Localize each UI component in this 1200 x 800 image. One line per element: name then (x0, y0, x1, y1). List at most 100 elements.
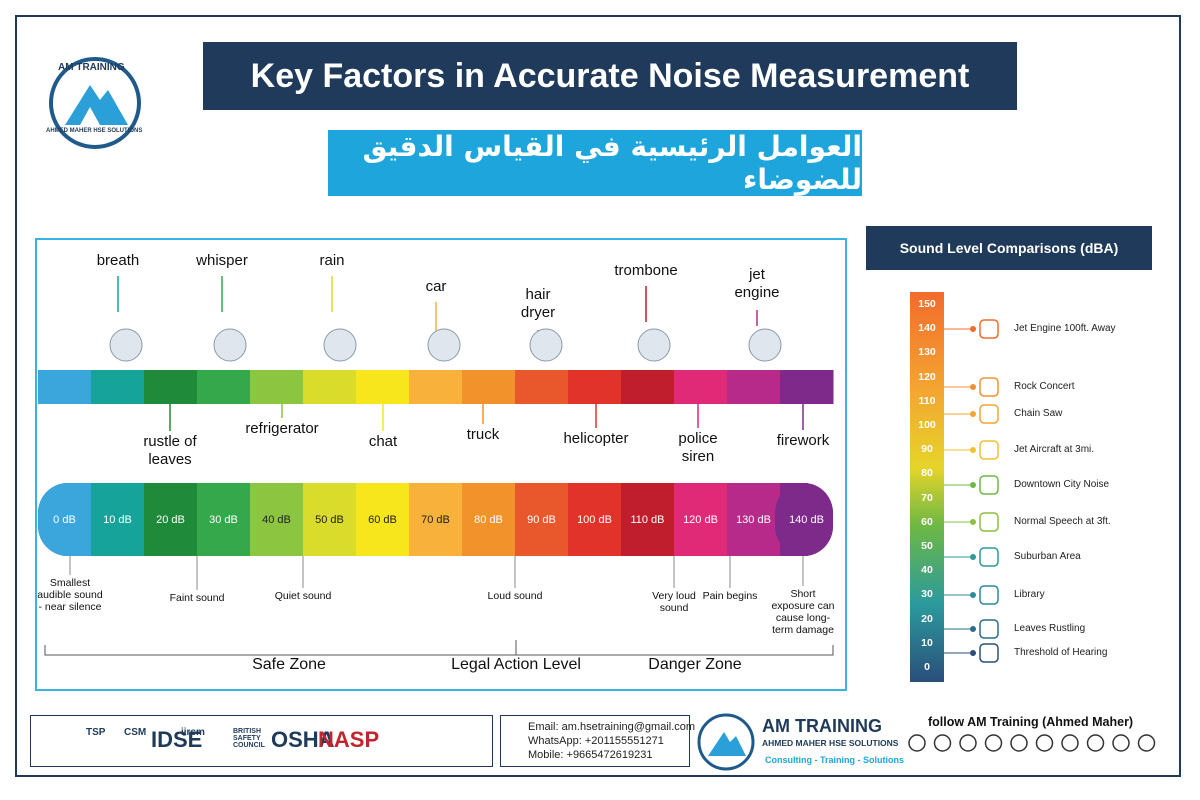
title: Key Factors in Accurate Noise Measuremen… (203, 42, 1017, 110)
level-description: Loud sound (487, 590, 543, 602)
source-icon (529, 328, 563, 362)
bottom-source-label: chat (368, 433, 398, 450)
footer-brand: AM TRAINING (762, 716, 882, 736)
level-label: 130 dB (736, 514, 771, 526)
comparison-graphics (910, 292, 999, 682)
level-label: 40 dB (262, 514, 291, 526)
scale-tick: 80 (921, 467, 933, 480)
contact-box (500, 715, 690, 767)
bottom-source-label: firework (776, 432, 830, 449)
top-source-label: car (425, 278, 447, 295)
item-dot (970, 626, 976, 632)
social-icon[interactable] (1112, 734, 1130, 752)
level-gradient (910, 292, 944, 682)
level-description: Short exposure can cause long-term damag… (771, 588, 835, 636)
top-source-label: breath (96, 252, 140, 269)
color-segment (303, 370, 357, 404)
item-dot (970, 519, 976, 525)
level-description: Smallest audible sound - near silence (37, 577, 103, 613)
comparison-item: Suburban Area (1014, 551, 1081, 562)
brand-name: AM TRAINING (58, 62, 125, 73)
color-segment (727, 370, 781, 404)
whatsapp: WhatsApp: +201155551271 (528, 735, 664, 747)
mobile: Mobile: +9665472619231 (528, 749, 653, 761)
social-icon[interactable] (1061, 734, 1079, 752)
social-icon[interactable] (959, 734, 977, 752)
logos-box (30, 715, 493, 767)
top-source-label: hair dryer (520, 286, 556, 321)
bottom-source-label: police siren (678, 430, 718, 465)
color-segment (515, 370, 569, 404)
level-segment (462, 483, 516, 556)
item-icon (979, 547, 999, 567)
level-segment (621, 483, 675, 556)
level-segment (568, 483, 622, 556)
level-segment (197, 483, 251, 556)
top-source-label: rain (319, 252, 345, 269)
scale-tick: 50 (921, 540, 933, 552)
social-icon[interactable] (1137, 734, 1156, 752)
color-segment (780, 370, 834, 404)
social-icon[interactable] (1035, 734, 1054, 752)
follow: follow AM Training (Ahmed Maher) (928, 715, 1134, 729)
level-segment (303, 483, 357, 556)
comparison-item: Rock Concert (1014, 381, 1075, 392)
partner-logo: BRITISH SAFETY COUNCIL (233, 728, 265, 749)
social-icon[interactable] (984, 734, 1003, 752)
bottom-source-label: rustle of leaves (143, 433, 197, 468)
social-icon[interactable] (1086, 734, 1105, 752)
level-label: 0 dB (53, 514, 76, 526)
comparison-item: Normal Speech at 3ft. (1014, 516, 1111, 527)
level-label: 110 dB (630, 514, 665, 526)
color-segment (356, 370, 410, 404)
comparison-item: Jet Engine 100ft. Away (1014, 323, 1116, 334)
scale-tick: 150 (918, 298, 936, 310)
brand-sub: AHMED MAHER HSE SOLUTIONS (46, 128, 143, 134)
partner-logo: iirsm (181, 727, 205, 738)
item-icon (979, 619, 999, 639)
item-icon (979, 512, 999, 532)
item-icon (979, 643, 999, 663)
scale-tick: 40 (921, 564, 933, 577)
level-label: 60 dB (368, 514, 397, 526)
scale-tick: 30 (921, 588, 933, 601)
level-label: 50 dB (315, 514, 344, 526)
top-source-label: whisper (196, 252, 248, 269)
social-icons (908, 734, 1156, 752)
source-icon (109, 328, 143, 362)
level-label: 90 dB (527, 514, 556, 526)
social-icon[interactable] (933, 734, 952, 752)
color-segment (621, 370, 675, 404)
level-segment (515, 483, 569, 556)
item-icon (979, 319, 999, 339)
level-segment (409, 483, 463, 556)
source-icon (213, 328, 247, 362)
scale-tick: 120 (918, 370, 936, 383)
partner-logo: CSM (124, 727, 147, 738)
bottom-source-label: helicopter (563, 430, 629, 447)
level-segment (674, 483, 728, 556)
color-segment (144, 370, 198, 404)
level-label: 140 dB (789, 514, 824, 526)
item-icon (979, 377, 999, 397)
top-source-label: trombone (614, 262, 678, 279)
email: Email: am.hsetraining@gmail.com (528, 721, 696, 733)
scale-tick: 140 (918, 322, 936, 335)
item-dot (970, 447, 976, 453)
source-icon (427, 328, 461, 362)
level-label: 70 dB (421, 514, 450, 526)
social-icon[interactable] (1010, 734, 1028, 752)
social-icon[interactable] (908, 734, 926, 752)
comparison-item: Leaves Rustling (1014, 623, 1086, 634)
item-dot (970, 326, 976, 332)
color-segment (409, 370, 463, 404)
zone-label: Safe Zone (246, 656, 332, 674)
level-description: Faint sound (169, 592, 225, 604)
footer-brand-sub: AHMED MAHER HSE SOLUTIONS (762, 738, 899, 748)
level-label: 20 dB (156, 514, 185, 526)
source-icon (637, 328, 671, 362)
color-segment (674, 370, 728, 404)
comparison-item: Threshold of Hearing (1014, 647, 1108, 658)
scale-tick: 110 (918, 394, 936, 407)
zone-bracket (44, 640, 834, 656)
